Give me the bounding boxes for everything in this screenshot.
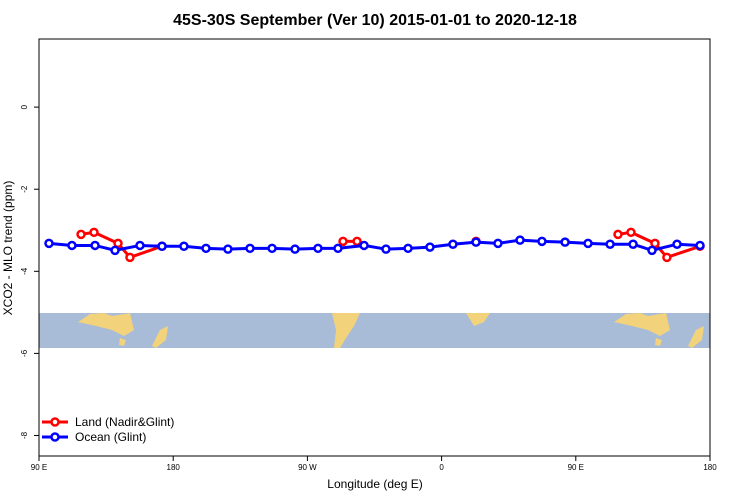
legend-label: Ocean (Glint): [75, 430, 146, 444]
data-point: [560, 237, 570, 247]
data-point: [352, 236, 362, 247]
x-tick-label: 180: [167, 463, 181, 472]
series-line: [48, 238, 701, 252]
data-point: [403, 243, 413, 254]
data-point: [471, 237, 481, 247]
data-point: [515, 235, 525, 245]
x-tick-label: 90 W: [298, 463, 317, 472]
data-point: [201, 243, 211, 254]
y-tick-label: -2: [20, 185, 29, 193]
data-point: [44, 238, 54, 249]
data-point: [179, 241, 189, 252]
data-point: [157, 241, 167, 252]
y-axis-label: XCO2 - MLO trend (ppm): [1, 181, 15, 316]
data-point: [359, 240, 369, 251]
x-tick-label: 0: [439, 463, 444, 472]
data-point: [628, 239, 638, 249]
data-point: [135, 240, 145, 251]
chart-title: 45S-30S September (Ver 10) 2015-01-01 to…: [173, 12, 577, 29]
legend-label: Land (Nadir&Glint): [75, 415, 174, 429]
y-tick-label: -6: [20, 349, 29, 357]
data-point: [647, 245, 657, 256]
data-point: [223, 244, 233, 254]
data-point: [583, 238, 593, 249]
legend-marker: [50, 417, 60, 427]
data-point: [448, 239, 458, 249]
data-point: [381, 244, 391, 254]
x-axis-label: Longitude (deg E): [327, 477, 422, 491]
legend-marker: [50, 432, 60, 442]
data-point: [245, 243, 255, 254]
data-point: [662, 252, 672, 263]
data-point: [67, 240, 77, 251]
data-point: [125, 252, 135, 263]
data-point: [89, 227, 99, 238]
y-tick-label: -4: [20, 267, 29, 275]
data-point: [613, 229, 623, 240]
x-tick-label: 90 E: [31, 463, 47, 472]
data-point: [672, 239, 682, 249]
data-point: [695, 240, 705, 251]
data-point: [90, 240, 100, 251]
data-point: [338, 236, 348, 247]
map-strip: [39, 313, 710, 348]
y-tick-label: 0: [20, 104, 29, 109]
data-point: [425, 242, 435, 252]
data-point: [290, 244, 300, 254]
data-point: [110, 245, 120, 256]
x-tick-label: 90 E: [568, 463, 584, 472]
x-tick-label: 180: [703, 463, 717, 472]
data-point: [537, 236, 547, 247]
data-point: [267, 243, 277, 254]
data-point: [313, 243, 323, 254]
data-point: [333, 243, 343, 254]
data-point: [626, 227, 636, 238]
plot-frame: [38, 38, 711, 457]
y-tick-label: -8: [20, 431, 29, 439]
data-point: [493, 238, 503, 249]
data-point: [605, 239, 615, 249]
data-point: [76, 229, 86, 240]
